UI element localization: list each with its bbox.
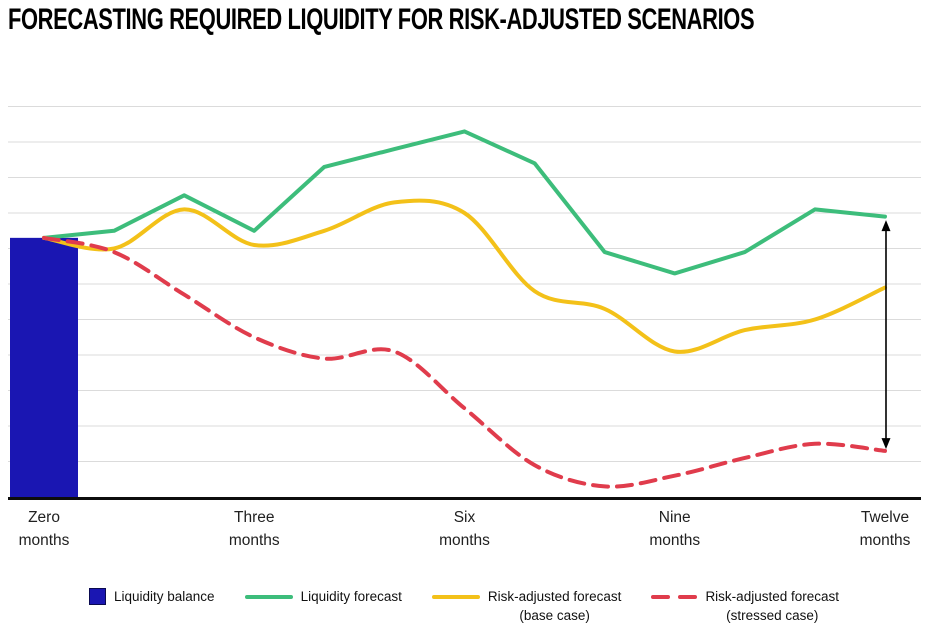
legend-dash-segment: [678, 595, 698, 599]
legend-line-swatch-icon: [431, 595, 480, 599]
x-tick-label-text: Nine: [658, 509, 691, 526]
legend-label-text: Liquidity forecast: [300, 589, 402, 604]
gap-arrow-head-top: [881, 220, 891, 232]
legend-dash-segment: [651, 595, 671, 599]
x-tick-label-three: Three months: [184, 506, 324, 552]
legend-item-label: Risk-adjusted forecast (base case): [488, 587, 622, 625]
x-tick-label-text: Zero: [28, 509, 60, 526]
risk-adjusted-forecast-stressed-case-line: [42, 235, 887, 489]
x-tick-label-text: months: [439, 532, 490, 549]
x-tick-label-twelve: Twelve months: [815, 506, 928, 552]
legend-label-text: Liquidity balance: [113, 589, 215, 604]
legend-item-label: Liquidity balance: [114, 587, 215, 606]
x-tick-label-text: months: [18, 532, 70, 549]
legend-item-label: Liquidity forecast: [301, 587, 402, 606]
x-tick-label-text: Three: [233, 509, 275, 526]
x-tick-label-text: Six: [453, 509, 476, 526]
gap-arrow-head-bottom: [881, 438, 891, 450]
x-tick-label-nine: Nine months: [605, 506, 745, 552]
legend-item: Liquidity forecast: [244, 587, 402, 606]
legend-line-swatch-icon: [244, 595, 293, 599]
x-axis-line: [8, 497, 921, 500]
liquidity-balance-bar: [10, 237, 78, 499]
chart-legend: Liquidity balance Liquidity forecast Risk-…: [0, 587, 928, 625]
legend-item: Risk-adjusted forecast (base case): [431, 587, 622, 625]
x-axis-labels: Zero months Three months Six months Nine months…: [0, 506, 928, 566]
legend-label-text: (base case): [519, 608, 590, 623]
legend-item: Liquidity balance: [88, 587, 215, 606]
legend-item-label: Risk-adjusted forecast (stressed case): [705, 587, 839, 625]
legend-label-text: (stressed case): [726, 608, 819, 623]
x-tick-label-text: months: [649, 532, 701, 549]
x-tick-label-zero: Zero months: [0, 506, 114, 552]
liquidity-forecast-line: [42, 129, 887, 276]
legend-item: Risk-adjusted forecast (stressed case): [651, 587, 839, 625]
legend-square-swatch-icon: [88, 588, 106, 605]
x-tick-label-six: Six months: [394, 506, 534, 552]
x-tick-label-text: Twelve: [860, 509, 910, 526]
chart-title: FORECASTING REQUIRED LIQUIDITY FOR RISK-…: [8, 3, 755, 36]
legend-dashed-line-swatch-icon: [651, 595, 698, 599]
x-tick-label-text: months: [228, 532, 280, 549]
legend-label-text: Risk-adjusted forecast: [705, 589, 839, 604]
legend-label-text: Risk-adjusted forecast: [487, 589, 622, 604]
risk-adjusted-forecast-base-case-line: [42, 198, 887, 354]
x-tick-label-text: months: [859, 532, 911, 549]
